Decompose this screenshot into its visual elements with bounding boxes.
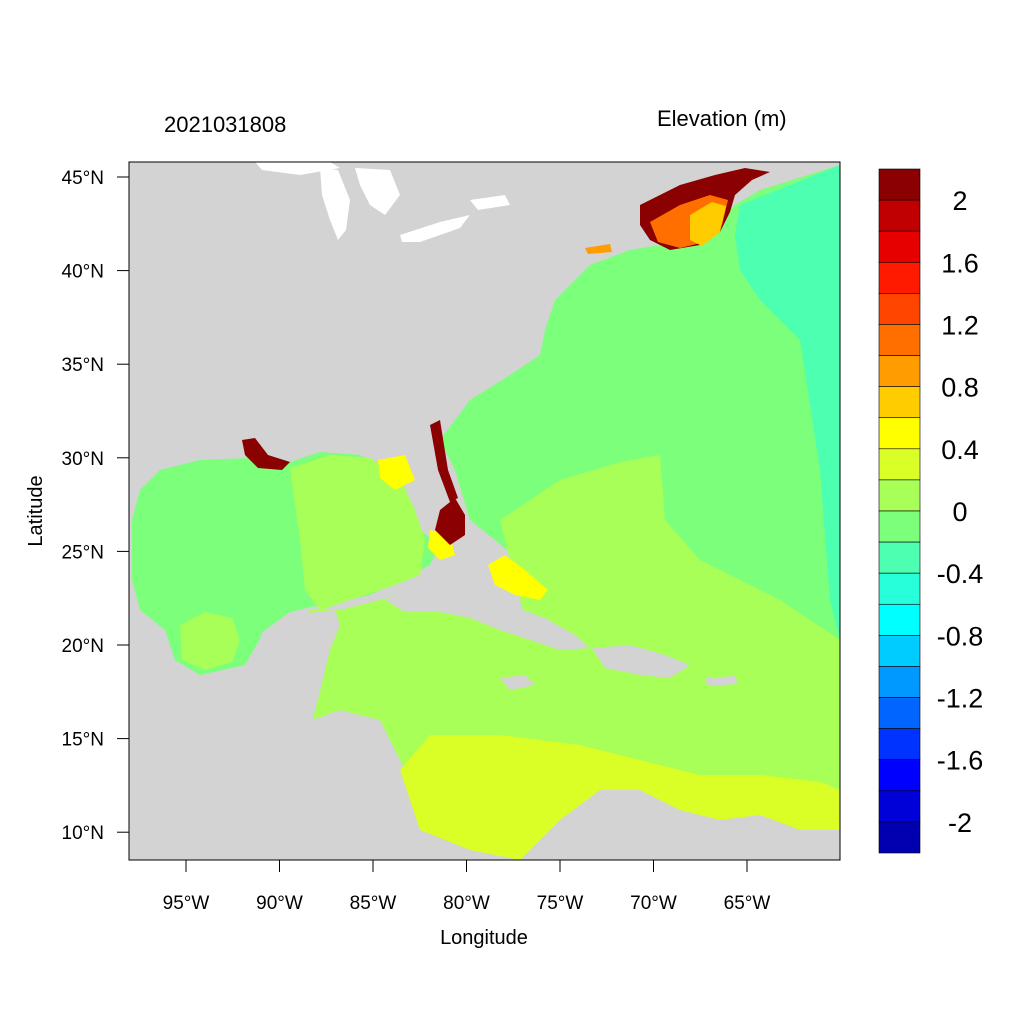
colorbar-swatch	[878, 355, 921, 387]
colorbar-swatch	[878, 510, 921, 543]
hispaniola	[592, 645, 690, 678]
atlantic-offshore-band	[735, 165, 840, 640]
colorbar-label: 1.2	[941, 310, 979, 340]
time-stamp-label: 2021031808	[164, 112, 287, 137]
east-florida-coast-high	[430, 420, 458, 502]
mississippi-shelf-high	[378, 455, 415, 490]
lake-superior	[255, 162, 340, 175]
colorbar-swatch	[878, 635, 921, 667]
y-tick-label: 35°N	[62, 355, 104, 376]
colorbar-label: 0.8	[941, 373, 979, 403]
colorbar-swatch	[878, 386, 921, 419]
colorbar-swatch	[878, 666, 921, 698]
y-tick-label: 10°N	[62, 823, 104, 844]
colorbar-label: 0	[952, 497, 967, 527]
x-tick-label: 95°W	[163, 893, 210, 914]
gulf-central-positive	[290, 455, 425, 610]
colorbar-swatch	[878, 479, 921, 512]
x-tick-label: 65°W	[724, 893, 771, 914]
cuba	[385, 588, 590, 650]
great-bahama-bank	[488, 555, 548, 600]
colorbar-swatch	[878, 199, 921, 232]
y-tick-label: 30°N	[62, 449, 104, 470]
variable-title: Elevation (m)	[657, 106, 787, 131]
colorbar-label: -1.6	[937, 746, 984, 776]
puerto-rico	[705, 676, 738, 686]
louisiana-surge	[242, 438, 290, 470]
campeche-bay-positive	[180, 612, 240, 670]
colorbar-swatch	[878, 572, 921, 605]
colorbar-swatch	[878, 168, 921, 201]
y-tick-label: 20°N	[62, 636, 104, 657]
y-tick-label: 15°N	[62, 730, 104, 751]
colorbar-swatch	[878, 603, 921, 636]
lake-erie	[400, 215, 470, 242]
colorbar-swatch	[878, 324, 921, 356]
new-york-bight-high	[585, 244, 612, 254]
x-tick-label: 70°W	[630, 893, 677, 914]
axis-ticks: 95°W 90°W 85°W 80°W 75°W 70°W 65°W 45°N 40°N 35°N…	[62, 168, 771, 914]
x-tick-label: 80°W	[443, 893, 490, 914]
colorbar-label: 2	[952, 186, 967, 216]
colorbar-swatch	[878, 261, 921, 294]
lake-michigan	[320, 168, 350, 240]
plot-frame	[128, 161, 841, 861]
colorbar-label: 1.6	[941, 248, 979, 278]
colorbar-label: -1.2	[937, 684, 984, 714]
x-tick-label: 90°W	[256, 893, 303, 914]
colorbar-swatch	[878, 417, 921, 450]
colorbar-swatch	[878, 448, 921, 481]
gulf-of-maine-yellow	[690, 202, 726, 246]
x-tick-label: 75°W	[537, 893, 584, 914]
y-tick-label: 25°N	[62, 542, 104, 563]
y-tick-label: 45°N	[62, 168, 104, 189]
x-tick-label: 85°W	[350, 893, 397, 914]
lake-ontario	[470, 195, 510, 210]
colorbar: 2 1.6 1.2 0.8 0.4 0 -0.4 -0.8 -1.2 -1.6 -2	[878, 168, 984, 854]
y-axis-title: Latitude	[25, 475, 47, 546]
colorbar-swatch	[878, 541, 921, 574]
colorbar-swatch	[878, 790, 921, 823]
map-plot-area	[129, 162, 840, 860]
colorbar-label: -0.8	[937, 621, 984, 651]
colorbar-swatch	[878, 293, 921, 325]
y-tick-label: 40°N	[62, 262, 104, 283]
colorbar-swatch	[878, 821, 921, 854]
colorbar-label: 0.4	[941, 435, 979, 465]
colorbar-swatch	[878, 728, 921, 761]
colorbar-label: -0.4	[937, 559, 984, 589]
colorbar-swatch	[878, 759, 921, 792]
lake-huron	[355, 168, 400, 215]
x-axis-title: Longitude	[440, 927, 528, 949]
jamaica	[500, 675, 535, 690]
colorbar-swatch	[878, 697, 921, 729]
colorbar-swatch	[878, 230, 921, 263]
south-america-coast	[520, 790, 840, 860]
south-florida-surge	[435, 498, 465, 545]
yucatan-peninsula	[255, 610, 340, 722]
colorbar-label: -2	[948, 808, 972, 838]
